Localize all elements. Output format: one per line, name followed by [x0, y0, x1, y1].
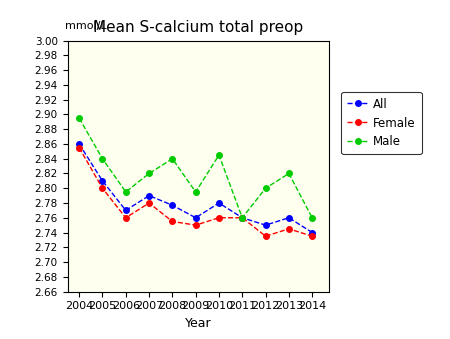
All [170, 203, 175, 207]
Female [239, 216, 245, 220]
All [216, 201, 222, 205]
All [76, 142, 82, 146]
Male [239, 216, 245, 220]
Legend: All, Female, Male: All, Female, Male [342, 92, 422, 154]
Female [76, 146, 82, 150]
Male [193, 190, 198, 194]
Male [263, 186, 268, 190]
Male [286, 172, 292, 176]
Male [76, 116, 82, 120]
Line: All: All [76, 141, 315, 235]
Female [170, 219, 175, 223]
Text: mmol/L: mmol/L [65, 21, 107, 31]
Male [146, 172, 152, 176]
Female [310, 234, 315, 238]
All [310, 231, 315, 235]
Male [216, 153, 222, 157]
Female [216, 216, 222, 220]
Male [123, 190, 128, 194]
All [193, 216, 198, 220]
Female [146, 201, 152, 205]
Title: Mean S-calcium total preop: Mean S-calcium total preop [93, 20, 303, 35]
All [123, 208, 128, 213]
Male [310, 216, 315, 220]
All [146, 194, 152, 198]
All [286, 216, 292, 220]
All [100, 179, 105, 183]
Female [263, 234, 268, 238]
Line: Female: Female [76, 145, 315, 239]
All [263, 223, 268, 227]
Line: Male: Male [76, 115, 315, 221]
Female [100, 186, 105, 190]
Male [170, 157, 175, 161]
All [239, 216, 245, 220]
X-axis label: Year: Year [184, 317, 212, 330]
Female [193, 223, 198, 227]
Female [123, 216, 128, 220]
Female [286, 227, 292, 231]
Male [100, 157, 105, 161]
